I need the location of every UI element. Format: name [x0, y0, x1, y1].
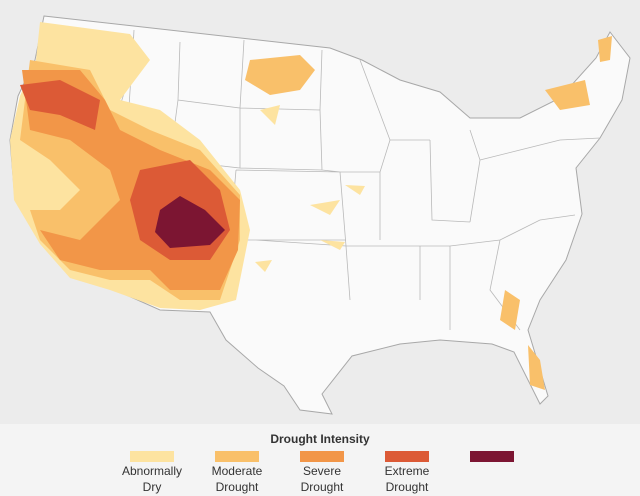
legend-label: Drought — [386, 480, 429, 494]
drought-area — [155, 196, 225, 248]
legend-swatch — [470, 451, 514, 462]
legend-label: Severe — [303, 464, 341, 478]
legend-swatch — [385, 451, 429, 462]
legend-label: Abnormally — [122, 464, 182, 478]
legend-label: Drought — [216, 480, 259, 494]
legend-swatch — [215, 451, 259, 462]
legend-label: Dry — [143, 480, 162, 494]
legend-swatch — [130, 451, 174, 462]
legend-title: Drought Intensity — [270, 432, 370, 446]
legend-swatch — [300, 451, 344, 462]
legend-label: Extreme — [385, 464, 430, 478]
drought-area — [245, 36, 612, 390]
legend-label: Drought — [301, 480, 344, 494]
drought-areas — [10, 22, 612, 390]
legend-label: Moderate — [212, 464, 263, 478]
